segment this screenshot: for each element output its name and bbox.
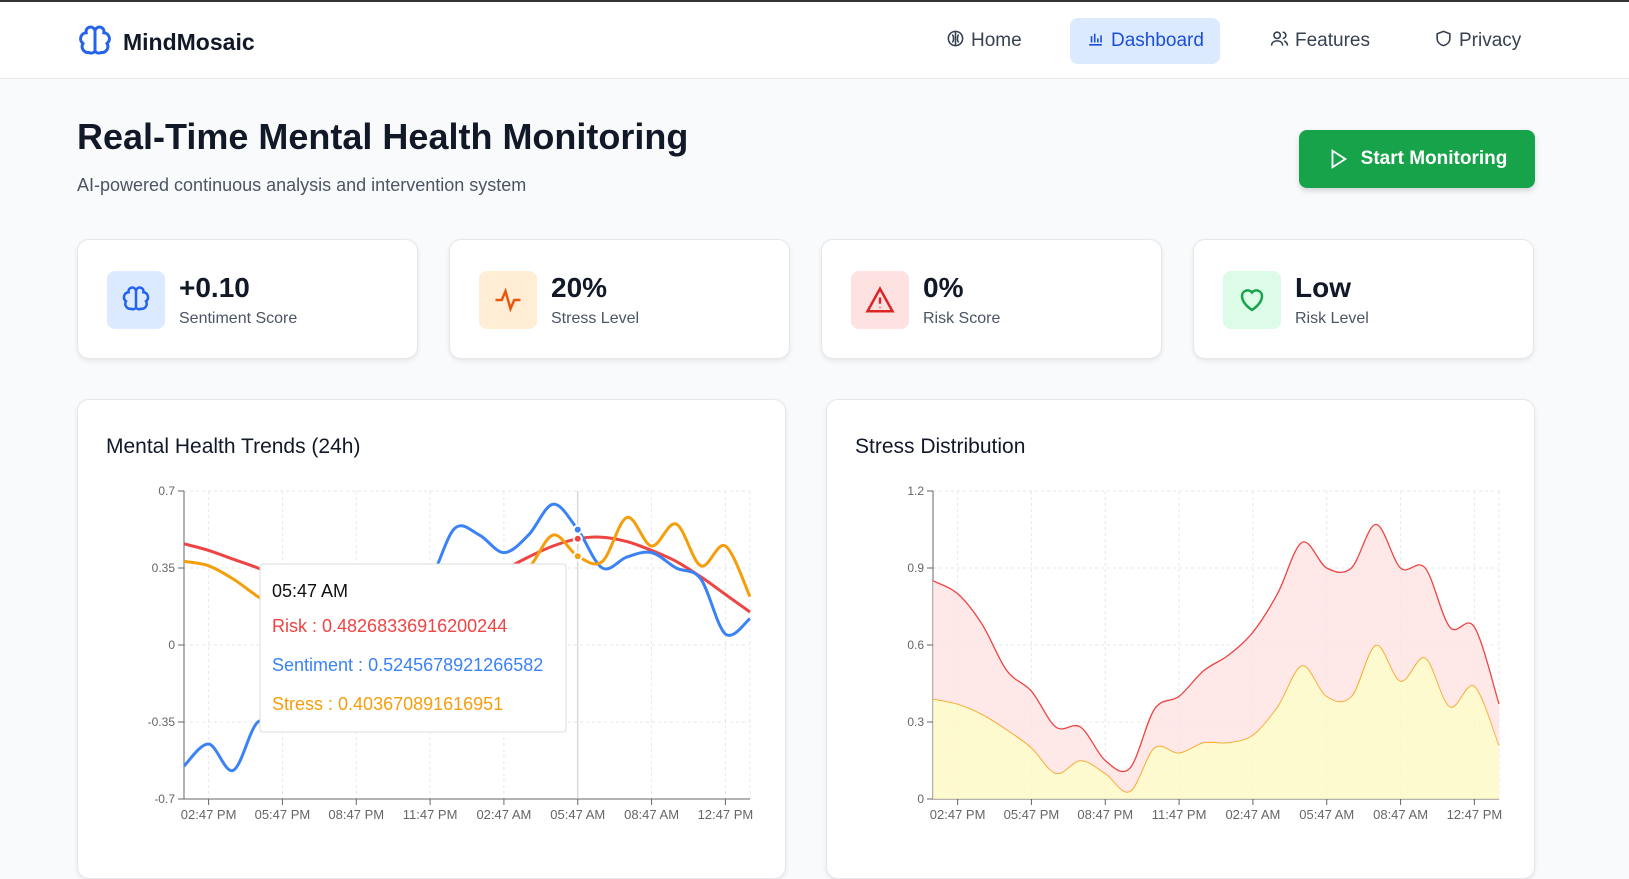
nav-icon — [946, 29, 965, 54]
navbar: MindMosaic Home Dashboard Features Privacy — [0, 0, 1629, 79]
chart-title: Mental Health Trends (24h) — [106, 435, 360, 458]
y-tick-label: 0 — [917, 792, 924, 806]
y-tick-label: 0.6 — [907, 638, 924, 652]
x-tick-label: 11:47 PM — [1152, 807, 1207, 822]
x-tick-label: 05:47 PM — [255, 807, 311, 822]
stat-card: 0% Risk Score — [821, 239, 1162, 359]
y-tick-label: 0.35 — [152, 561, 176, 575]
nav-link[interactable]: Features — [1254, 18, 1386, 64]
tooltip-value: 0.5245678921266582 — [368, 655, 543, 675]
stat-value: 20% — [551, 272, 608, 303]
tooltip-item: Sentiment : 0.5245678921266582 — [272, 655, 543, 675]
nav-label: Privacy — [1459, 30, 1522, 51]
tooltip-box — [259, 563, 567, 733]
nav-link[interactable]: Dashboard — [1070, 18, 1220, 64]
active-dot — [572, 533, 583, 544]
nav-icon — [1270, 29, 1289, 54]
play-icon — [1331, 149, 1347, 169]
series-area — [933, 644, 1499, 799]
x-tick-label: 05:47 PM — [1004, 807, 1060, 822]
nav-link[interactable]: Home — [930, 18, 1038, 64]
x-tick-label: 02:47 AM — [1225, 807, 1280, 822]
stat-value: 0% — [923, 272, 964, 303]
x-tick-label: 08:47 AM — [1373, 807, 1428, 822]
tooltip-value: 0.403670891616951 — [338, 694, 503, 714]
tooltip-separator: : — [307, 616, 322, 636]
page-title: Real-Time Mental Health Monitoring — [77, 116, 689, 157]
start-button[interactable]: Start Monitoring — [1299, 130, 1535, 188]
tooltip-name: Stress — [272, 694, 323, 714]
y-tick-label: -0.7 — [154, 792, 175, 806]
active-dot — [572, 524, 583, 535]
nav-icon — [1086, 29, 1105, 54]
stat-icon — [479, 271, 537, 329]
stat-card: Low Risk Level — [1193, 239, 1534, 359]
x-tick-label: 05:47 AM — [1299, 807, 1354, 822]
stat-icon — [1223, 271, 1281, 329]
tooltip-name: Sentiment — [272, 655, 353, 675]
stat-icon — [107, 271, 165, 329]
stat-card: 20% Stress Level — [449, 239, 790, 359]
active-dot — [572, 551, 583, 562]
stat-value: Low — [1295, 272, 1351, 303]
x-tick-label: 08:47 AM — [624, 807, 679, 822]
x-tick-label: 05:47 AM — [550, 807, 605, 822]
y-tick-label: 0 — [168, 638, 175, 652]
stat-label: Risk Score — [923, 310, 1001, 327]
stat-label: Risk Level — [1295, 310, 1369, 327]
tooltip-name: Risk — [272, 616, 308, 636]
y-tick-label: -0.35 — [148, 715, 176, 729]
stat-icon — [851, 271, 909, 329]
stat-label: Stress Level — [551, 310, 640, 327]
chart-title: Stress Distribution — [855, 435, 1025, 458]
x-tick-label: 12:47 PM — [698, 807, 754, 822]
x-tick-label: 08:47 PM — [328, 807, 384, 822]
series-area — [933, 524, 1499, 792]
nav-label: Dashboard — [1111, 30, 1204, 51]
series-line — [932, 523, 1500, 773]
page-subtitle: AI-powered continuous analysis and inter… — [77, 175, 527, 195]
y-tick-label: 0.9 — [907, 561, 924, 575]
tooltip-item: Risk : 0.48268336916200244 — [272, 616, 507, 636]
tooltip-separator: : — [353, 655, 368, 675]
x-tick-label: 02:47 PM — [181, 807, 237, 822]
x-tick-label: 11:47 PM — [403, 807, 458, 822]
tooltip-item: Stress : 0.403670891616951 — [272, 694, 503, 714]
y-tick-label: 1.2 — [907, 484, 924, 498]
nav-label: Home — [971, 30, 1022, 51]
stat-value: +0.10 — [179, 272, 250, 303]
tooltip-separator: : — [323, 694, 338, 714]
nav-icon — [1434, 29, 1453, 54]
stat-card: +0.10 Sentiment Score — [77, 239, 418, 359]
nav-link[interactable]: Privacy — [1418, 18, 1537, 64]
brand-name: MindMosaic — [123, 28, 255, 55]
nav-label: Features — [1295, 30, 1370, 51]
stat-label: Sentiment Score — [179, 310, 298, 327]
tooltip-title: 05:47 AM — [272, 581, 348, 601]
x-tick-label: 08:47 PM — [1077, 807, 1133, 822]
brand[interactable]: MindMosaic — [77, 24, 255, 60]
tooltip-value: 0.48268336916200244 — [322, 616, 507, 636]
button-label: Start Monitoring — [1360, 148, 1508, 169]
x-tick-label: 02:47 PM — [930, 807, 986, 822]
y-tick-label: 0.3 — [907, 715, 924, 729]
x-tick-label: 02:47 AM — [476, 807, 531, 822]
x-tick-label: 12:47 PM — [1447, 807, 1503, 822]
brand-icon — [79, 25, 111, 55]
y-tick-label: 0.7 — [158, 484, 175, 498]
tooltip: 05:47 AM Risk : 0.48268336916200244 Sentim… — [259, 563, 567, 733]
